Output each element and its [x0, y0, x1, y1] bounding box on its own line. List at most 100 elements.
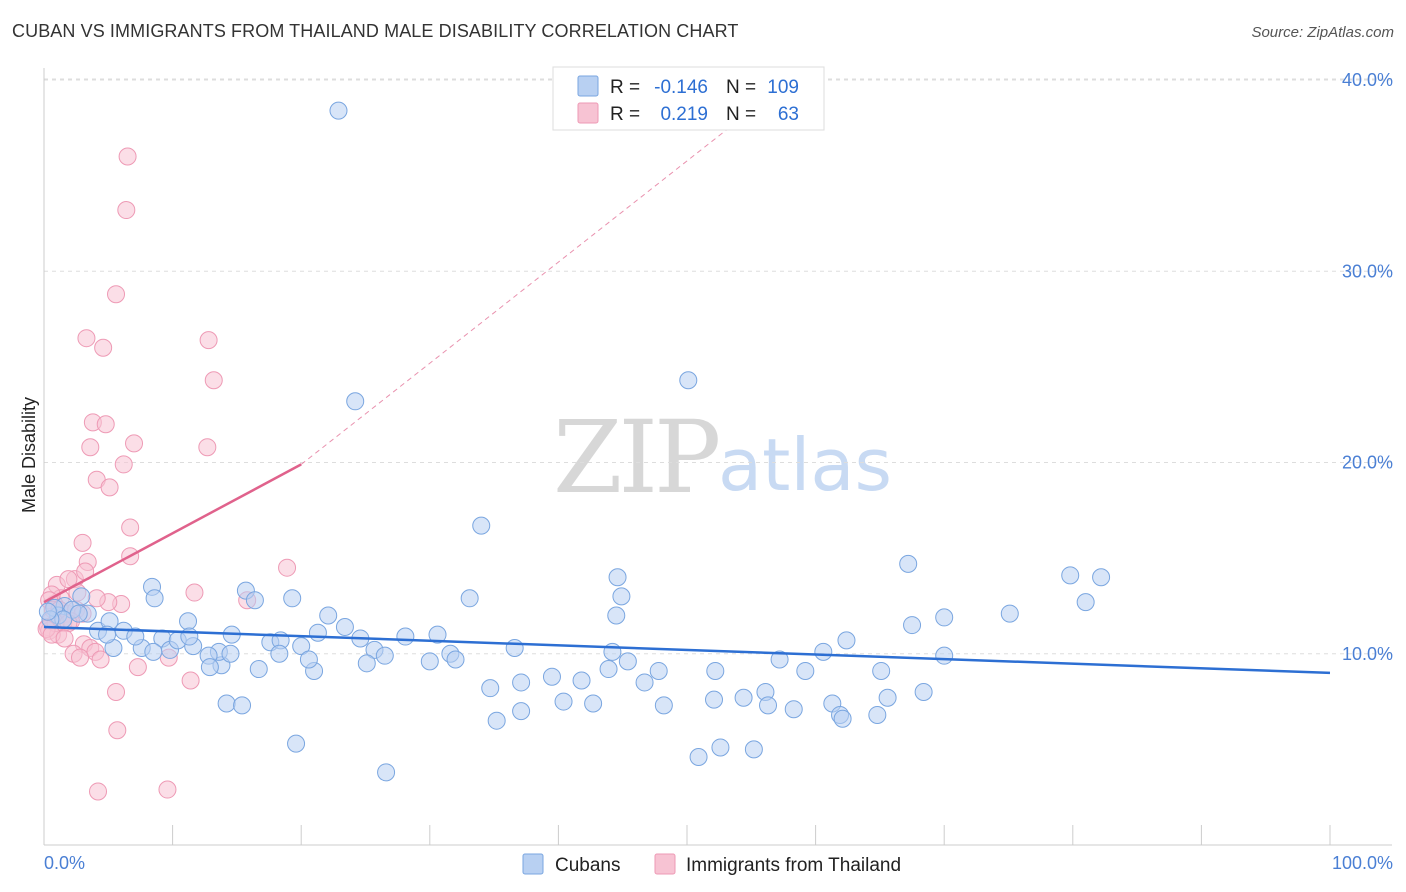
legend-n-label: N =: [726, 77, 756, 98]
cuban-point: [460, 589, 479, 608]
cuban-point: [512, 702, 531, 721]
cuban-point: [346, 392, 365, 411]
legend-swatch-cubans: [577, 75, 599, 97]
cuban-point: [200, 658, 219, 677]
cuban-point: [814, 642, 833, 661]
thai-point: [204, 371, 223, 390]
cuban-point: [711, 738, 730, 757]
cuban-point: [705, 690, 724, 709]
cubans-trendline: [43, 625, 1331, 675]
correlation-legend: R = -0.146 N = 109 R = 0.219 N = 63: [552, 66, 825, 131]
cuban-point: [377, 763, 396, 782]
thai-point: [128, 658, 147, 677]
cuban-point: [837, 631, 856, 650]
gridlines: [44, 78, 1392, 655]
cuban-point: [299, 650, 318, 669]
cuban-point: [935, 608, 954, 627]
cuban-point: [249, 660, 268, 679]
thai-point: [118, 147, 137, 166]
thai-point: [181, 671, 200, 690]
thai-point: [73, 533, 92, 552]
cuban-point: [221, 644, 240, 663]
thai-point: [71, 648, 90, 667]
cuban-point: [872, 661, 891, 680]
cuban-point: [635, 673, 654, 692]
cuban-point: [899, 554, 918, 573]
cuban-point: [270, 644, 289, 663]
y-tick-labels: 10.0% 20.0% 30.0% 40.0%: [1342, 70, 1393, 664]
cuban-point: [292, 637, 311, 656]
cuban-point: [396, 627, 415, 646]
legend-n-value-cubans: 109: [767, 77, 799, 98]
thai-point: [96, 415, 115, 434]
thai-point: [55, 629, 74, 648]
legend-swatch-thai: [577, 102, 599, 124]
cuban-point: [734, 688, 753, 707]
cuban-point: [868, 705, 887, 724]
cuban-point: [481, 679, 500, 698]
series-legend-label-cubans: Cubans: [555, 855, 621, 876]
cuban-point: [903, 616, 922, 635]
source-credit: Source: ZipAtlas.com: [1251, 24, 1394, 41]
cuban-point: [69, 604, 88, 623]
thai-point: [117, 201, 136, 220]
x-ticks: [172, 825, 1331, 845]
trendlines: [43, 79, 1331, 675]
y-tick-label: 40.0%: [1342, 70, 1393, 90]
cuban-point: [126, 627, 145, 646]
cuban-point: [654, 696, 673, 715]
cuban-point: [784, 700, 803, 719]
legend-r-value-thai: 0.219: [660, 104, 708, 125]
cuban-point: [145, 589, 164, 608]
thai-point: [198, 438, 217, 457]
thai-point: [87, 589, 106, 608]
cuban-point: [144, 642, 163, 661]
thai-point: [77, 329, 96, 348]
series-legend: Cubans Immigrants from Thailand: [522, 853, 901, 876]
x-tick-label-min: 0.0%: [44, 853, 85, 873]
cuban-point: [554, 692, 573, 711]
thai-point: [81, 438, 100, 457]
cuban-point: [233, 696, 252, 715]
legend-n-label: N =: [726, 104, 756, 125]
thai-point: [89, 782, 108, 801]
cuban-point: [428, 625, 447, 644]
chart-title: CUBAN VS IMMIGRANTS FROM THAILAND MALE D…: [12, 21, 739, 41]
thai-point: [278, 558, 297, 577]
cuban-point: [180, 627, 199, 646]
cuban-point: [505, 639, 524, 658]
cuban-point: [287, 734, 306, 753]
cuban-point: [420, 652, 439, 671]
watermark-zip: ZIP: [553, 399, 718, 516]
cuban-point: [329, 101, 348, 120]
cuban-point: [914, 683, 933, 701]
cuban-point: [706, 661, 725, 680]
legend-n-value-thai: 63: [778, 104, 799, 125]
thai-point: [94, 338, 113, 357]
cuban-point: [1061, 566, 1080, 585]
thai-point: [199, 331, 218, 350]
thai-trendline-extension: [300, 79, 791, 465]
cuban-point: [612, 587, 631, 606]
cuban-point: [179, 612, 198, 631]
cuban-point: [607, 606, 626, 625]
cuban-point: [759, 696, 778, 715]
cuban-point: [472, 516, 491, 535]
thai-point: [107, 683, 126, 701]
cuban-point: [512, 673, 531, 692]
cuban-point: [572, 671, 591, 690]
cuban-point: [796, 661, 815, 680]
cuban-point: [584, 694, 603, 713]
thai-points: [37, 147, 297, 801]
y-tick-label: 30.0%: [1342, 261, 1393, 281]
legend-r-value-cubans: -0.146: [654, 77, 708, 98]
cuban-point: [1092, 568, 1111, 587]
thai-point: [185, 583, 204, 602]
cuban-point: [1000, 604, 1019, 623]
cuban-point: [679, 371, 698, 390]
cuban-point: [375, 646, 394, 665]
cuban-point: [935, 646, 954, 665]
thai-point: [108, 721, 127, 740]
y-tick-label: 10.0%: [1342, 644, 1393, 664]
